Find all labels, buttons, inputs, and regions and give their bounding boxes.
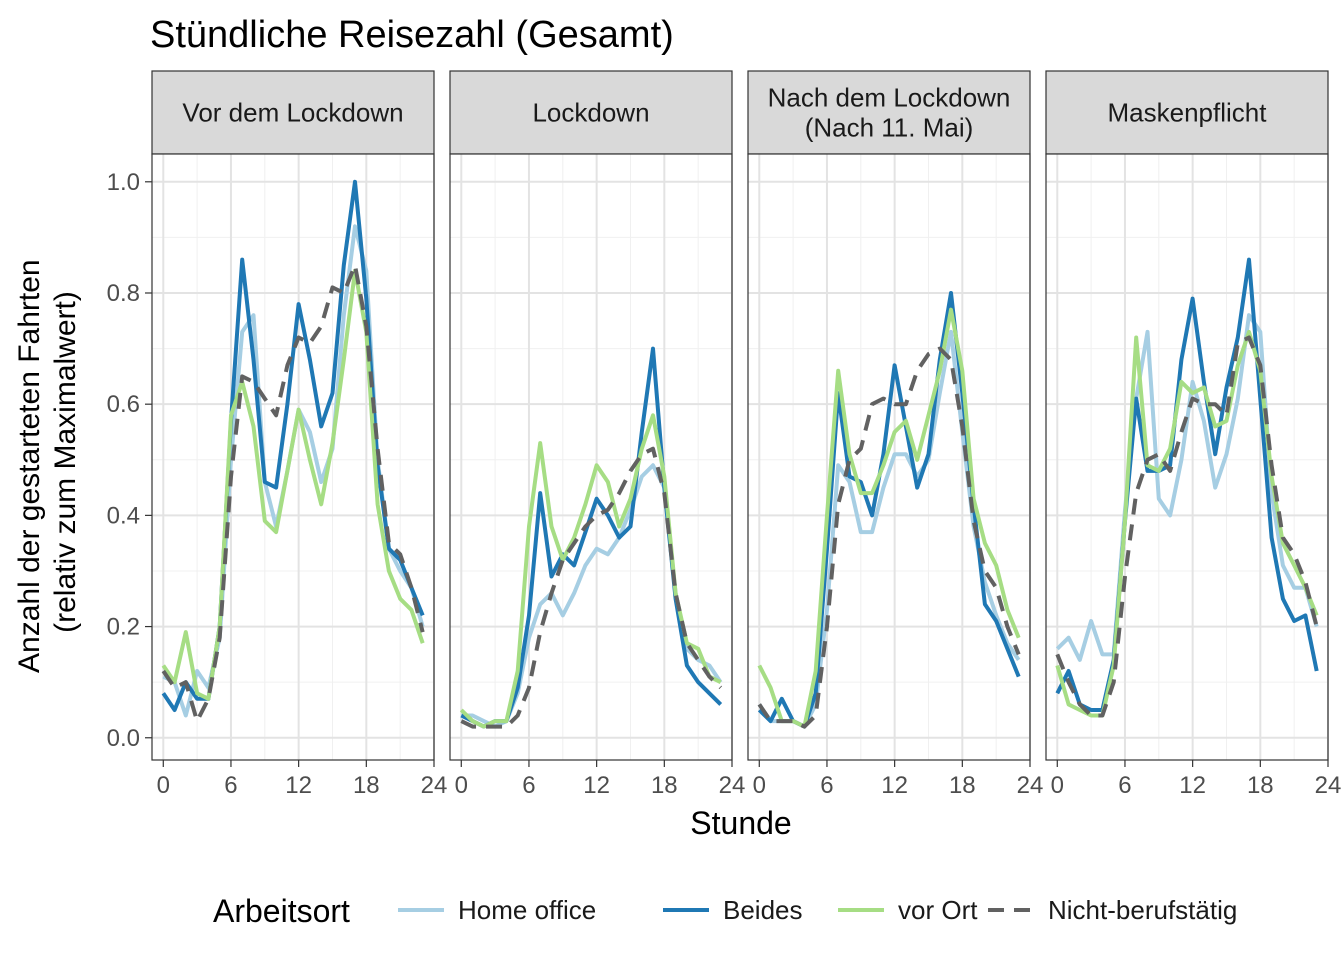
panel-3: Nach dem Lockdown(Nach 11. Mai) 0 6 12 18 24 bbox=[747, 70, 1044, 799]
panel-strip bbox=[151, 70, 435, 155]
x-tick-label: 6 bbox=[1118, 772, 1131, 799]
y-tick-label: 0.8 bbox=[107, 280, 140, 307]
x-tick-label: 12 bbox=[285, 772, 312, 799]
legend-title: Arbeitsort bbox=[213, 893, 350, 929]
series-line-vor-ort bbox=[161, 268, 425, 701]
x-tick-label: 12 bbox=[583, 772, 610, 799]
y-tick-label: 1.0 bbox=[107, 169, 140, 196]
x-tick-label: 18 bbox=[949, 772, 976, 799]
x-tick-label: 24 bbox=[1315, 772, 1342, 799]
legend: Arbeitsort Home office Beides vor Ort Nicht-… bbox=[213, 893, 1237, 929]
y-axis-label-line-2: (relativ zum Maximalwert) bbox=[49, 291, 82, 633]
x-tick-label: 24 bbox=[719, 772, 746, 799]
panel-border bbox=[747, 153, 1031, 761]
panel-strip-label: Maskenpflicht bbox=[1108, 98, 1268, 128]
series-line-nicht-berufst-tig bbox=[1055, 335, 1319, 718]
x-tick-label: 24 bbox=[1017, 772, 1044, 799]
x-tick-label: 18 bbox=[353, 772, 380, 799]
panel-strip bbox=[747, 70, 1031, 155]
panel-border bbox=[1045, 153, 1329, 761]
x-tick-label: 0 bbox=[753, 772, 766, 799]
y-tick-label: 0.2 bbox=[107, 614, 140, 641]
y-tick-label: 0.6 bbox=[107, 391, 140, 418]
legend-label: Beides bbox=[723, 895, 803, 925]
x-axis-label: Stunde bbox=[690, 805, 791, 841]
x-tick-label: 6 bbox=[820, 772, 833, 799]
panel-strip bbox=[449, 70, 733, 155]
y-axis-label: Anzahl der gestarteten Fahrten (relativ … bbox=[13, 251, 82, 673]
legend-label: vor Ort bbox=[898, 895, 978, 925]
panel-background bbox=[1046, 154, 1328, 760]
panel-2: Lockdown 0 6 12 18 24 bbox=[449, 70, 746, 799]
legend-label: Home office bbox=[458, 895, 596, 925]
x-tick-label: 18 bbox=[1247, 772, 1274, 799]
x-tick-label: 24 bbox=[421, 772, 448, 799]
panel-strip-label: Nach dem Lockdown bbox=[768, 83, 1011, 113]
legend-label: Nicht-berufstätig bbox=[1048, 895, 1237, 925]
panel-4: Maskenpflicht 0 6 12 18 24 bbox=[1045, 70, 1342, 799]
x-tick-label: 0 bbox=[455, 772, 468, 799]
panel-border bbox=[449, 153, 733, 761]
x-tick-label: 0 bbox=[157, 772, 170, 799]
panel-background bbox=[748, 154, 1030, 760]
x-tick-label: 12 bbox=[881, 772, 908, 799]
panel-border bbox=[151, 153, 435, 761]
x-tick-label: 18 bbox=[651, 772, 678, 799]
y-axis-label-line-1: Anzahl der gestarteten Fahrten bbox=[13, 259, 46, 673]
x-tick-label: 12 bbox=[1179, 772, 1206, 799]
series-line-beides bbox=[1055, 257, 1319, 712]
series-line-nicht-berufst-tig bbox=[757, 346, 1021, 729]
x-tick-label: 0 bbox=[1051, 772, 1064, 799]
series-line-nicht-berufst-tig bbox=[161, 263, 425, 724]
y-tick-label: 0.0 bbox=[107, 725, 140, 752]
series-line-nicht-berufst-tig bbox=[460, 446, 723, 729]
y-tick-label: 0.4 bbox=[107, 502, 140, 529]
panel-strip-label: (Nach 11. Mai) bbox=[805, 113, 974, 143]
x-tick-label: 6 bbox=[224, 772, 237, 799]
panel-background bbox=[152, 154, 434, 760]
panel-strip-label: Lockdown bbox=[532, 98, 649, 128]
panels-layer: Vor dem Lockdown 0 6 12 18 24 0.0 0.2 0.4 0.6 0.8 1… bbox=[107, 70, 1342, 799]
panel-strip-label: Vor dem Lockdown bbox=[182, 98, 403, 128]
chart-title: Stündliche Reisezahl (Gesamt) bbox=[150, 14, 674, 56]
x-tick-label: 6 bbox=[522, 772, 535, 799]
panel-1: Vor dem Lockdown 0 6 12 18 24 0.0 0.2 0.4 0.6 0.8 1… bbox=[107, 70, 448, 799]
